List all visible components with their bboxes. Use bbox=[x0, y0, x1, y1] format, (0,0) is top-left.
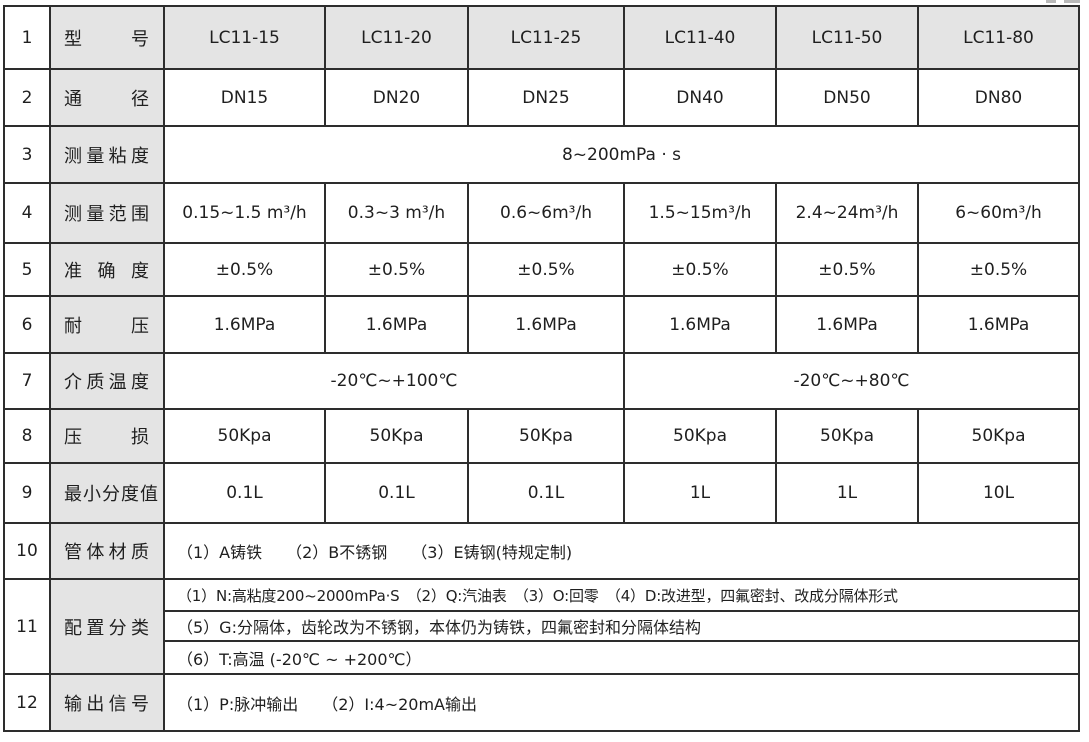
diameter-cell: DN50 bbox=[775, 68, 919, 127]
pressure-cell: 1.6MPa bbox=[917, 295, 1080, 354]
temperature-span-right: -20℃~+80℃ bbox=[623, 352, 1080, 410]
diameter-cell: DN40 bbox=[623, 68, 777, 127]
row-label-viscosity: 测量粘度 bbox=[49, 125, 165, 184]
configuration-line-1: （1）N:高粘度200~2000mPa·S （2）Q:汽油表 （3）O:回零 （… bbox=[163, 578, 1080, 612]
row-number: 3 bbox=[3, 125, 51, 184]
cropped-text-artifact bbox=[1046, 0, 1088, 4]
pressure-cell: 1.6MPa bbox=[324, 295, 469, 354]
min-division-cell: 1L bbox=[775, 462, 919, 524]
range-cell: 2.4~24m³/h bbox=[775, 182, 919, 244]
model-cell: LC11-15 bbox=[163, 5, 326, 70]
model-cell: LC11-80 bbox=[917, 5, 1080, 70]
pressure-cell: 1.6MPa bbox=[623, 295, 777, 354]
accuracy-cell: ±0.5% bbox=[775, 242, 919, 297]
pressure-loss-cell: 50Kpa bbox=[775, 408, 919, 464]
row-label-output-signal: 输出信号 bbox=[49, 673, 165, 732]
row-number: 8 bbox=[3, 408, 51, 464]
configuration-line-3: （6）T:高温 (-20℃ ~ +200℃） bbox=[163, 640, 1080, 675]
table-row-temperature: 7 介质温度 -20℃~+100℃ -20℃~+80℃ bbox=[3, 352, 1080, 410]
row-number: 4 bbox=[3, 182, 51, 244]
table-row-configuration: 11 配置分类 （1）N:高粘度200~2000mPa·S （2）Q:汽油表 （… bbox=[3, 578, 1080, 675]
diameter-cell: DN25 bbox=[467, 68, 625, 127]
min-division-cell: 0.1L bbox=[163, 462, 326, 524]
min-division-cell: 10L bbox=[917, 462, 1080, 524]
table-row-diameter: 2 通径 DN15 DN20 DN25 DN40 DN50 DN80 bbox=[3, 68, 1080, 127]
pressure-loss-cell: 50Kpa bbox=[163, 408, 326, 464]
output-signal-span-cell: （1）P:脉冲输出 （2）I:4~20mA输出 bbox=[163, 673, 1080, 732]
table-row-output-signal: 12 输出信号 （1）P:脉冲输出 （2）I:4~20mA输出 bbox=[3, 673, 1080, 732]
range-cell: 0.6~6m³/h bbox=[467, 182, 625, 244]
row-label-range: 测量范围 bbox=[49, 182, 165, 244]
table-row-body-material: 10 管体材质 （1）A铸铁 （2）B不锈钢 （3）E铸钢(特规定制) bbox=[3, 522, 1080, 580]
pressure-loss-cell: 50Kpa bbox=[324, 408, 469, 464]
table-row-min-division: 9 最小分度值 0.1L 0.1L 0.1L 1L 1L 10L bbox=[3, 462, 1080, 524]
range-cell: 0.15~1.5 m³/h bbox=[163, 182, 326, 244]
row-label-configuration: 配置分类 bbox=[49, 578, 165, 675]
row-number: 5 bbox=[3, 242, 51, 297]
row-number: 7 bbox=[3, 352, 51, 410]
row-label-pressure: 耐压 bbox=[49, 295, 165, 354]
model-cell: LC11-40 bbox=[623, 5, 777, 70]
table-row-pressure: 6 耐压 1.6MPa 1.6MPa 1.6MPa 1.6MPa 1.6MPa … bbox=[3, 295, 1080, 354]
row-number: 9 bbox=[3, 462, 51, 524]
temperature-span-left: -20℃~+100℃ bbox=[163, 352, 625, 410]
table-row-accuracy: 5 准确度 ±0.5% ±0.5% ±0.5% ±0.5% ±0.5% ±0.5… bbox=[3, 242, 1080, 297]
model-cell: LC11-20 bbox=[324, 5, 469, 70]
pressure-cell: 1.6MPa bbox=[775, 295, 919, 354]
table-row-configuration-line2: （5）G:分隔体，齿轮改为不锈钢，本体仍为铸铁，四氟密封和分隔体结构 bbox=[4, 610, 1080, 642]
pressure-cell: 1.6MPa bbox=[163, 295, 326, 354]
diameter-cell: DN15 bbox=[163, 68, 326, 127]
row-number: 6 bbox=[3, 295, 51, 354]
min-division-cell: 0.1L bbox=[324, 462, 469, 524]
accuracy-cell: ±0.5% bbox=[917, 242, 1080, 297]
range-cell: 6~60m³/h bbox=[917, 182, 1080, 244]
row-number: 2 bbox=[3, 68, 51, 127]
row-label-model: 型号 bbox=[49, 5, 165, 70]
accuracy-cell: ±0.5% bbox=[467, 242, 625, 297]
row-label-body-material: 管体材质 bbox=[49, 522, 165, 580]
row-number: 12 bbox=[3, 673, 51, 732]
row-label-min-division: 最小分度值 bbox=[49, 462, 165, 524]
min-division-cell: 0.1L bbox=[467, 462, 625, 524]
range-cell: 1.5~15m³/h bbox=[623, 182, 777, 244]
accuracy-cell: ±0.5% bbox=[324, 242, 469, 297]
pressure-loss-cell: 50Kpa bbox=[467, 408, 625, 464]
row-number: 10 bbox=[3, 522, 51, 580]
row-number: 1 bbox=[3, 5, 51, 70]
row-label-accuracy: 准确度 bbox=[49, 242, 165, 297]
accuracy-cell: ±0.5% bbox=[163, 242, 326, 297]
diameter-cell: DN80 bbox=[917, 68, 1080, 127]
pressure-loss-cell: 50Kpa bbox=[623, 408, 777, 464]
row-label-temperature: 介质温度 bbox=[49, 352, 165, 410]
table-row-model: 1 型号 LC11-15 LC11-20 LC11-25 LC11-40 LC1… bbox=[3, 5, 1080, 70]
row-number: 11 bbox=[3, 578, 51, 675]
viscosity-span-cell: 8~200mPa · s bbox=[163, 125, 1080, 184]
table-row-viscosity: 3 测量粘度 8~200mPa · s bbox=[3, 125, 1080, 184]
table-row-configuration-line3: （6）T:高温 (-20℃ ~ +200℃） bbox=[4, 640, 1080, 675]
pressure-loss-cell: 50Kpa bbox=[917, 408, 1080, 464]
range-cell: 0.3~3 m³/h bbox=[324, 182, 469, 244]
spec-table: 1 型号 LC11-15 LC11-20 LC11-25 LC11-40 LC1… bbox=[3, 5, 1080, 732]
min-division-cell: 1L bbox=[623, 462, 777, 524]
row-label-diameter: 通径 bbox=[49, 68, 165, 127]
model-cell: LC11-25 bbox=[467, 5, 625, 70]
configuration-line-2: （5）G:分隔体，齿轮改为不锈钢，本体仍为铸铁，四氟密封和分隔体结构 bbox=[163, 610, 1080, 642]
body-material-span-cell: （1）A铸铁 （2）B不锈钢 （3）E铸钢(特规定制) bbox=[163, 522, 1080, 580]
model-cell: LC11-50 bbox=[775, 5, 919, 70]
row-label-pressure-loss: 压损 bbox=[49, 408, 165, 464]
table-row-pressure-loss: 8 压损 50Kpa 50Kpa 50Kpa 50Kpa 50Kpa 50Kpa bbox=[3, 408, 1080, 464]
diameter-cell: DN20 bbox=[324, 68, 469, 127]
pressure-cell: 1.6MPa bbox=[467, 295, 625, 354]
table-row-range: 4 测量范围 0.15~1.5 m³/h 0.3~3 m³/h 0.6~6m³/… bbox=[3, 182, 1080, 244]
accuracy-cell: ±0.5% bbox=[623, 242, 777, 297]
